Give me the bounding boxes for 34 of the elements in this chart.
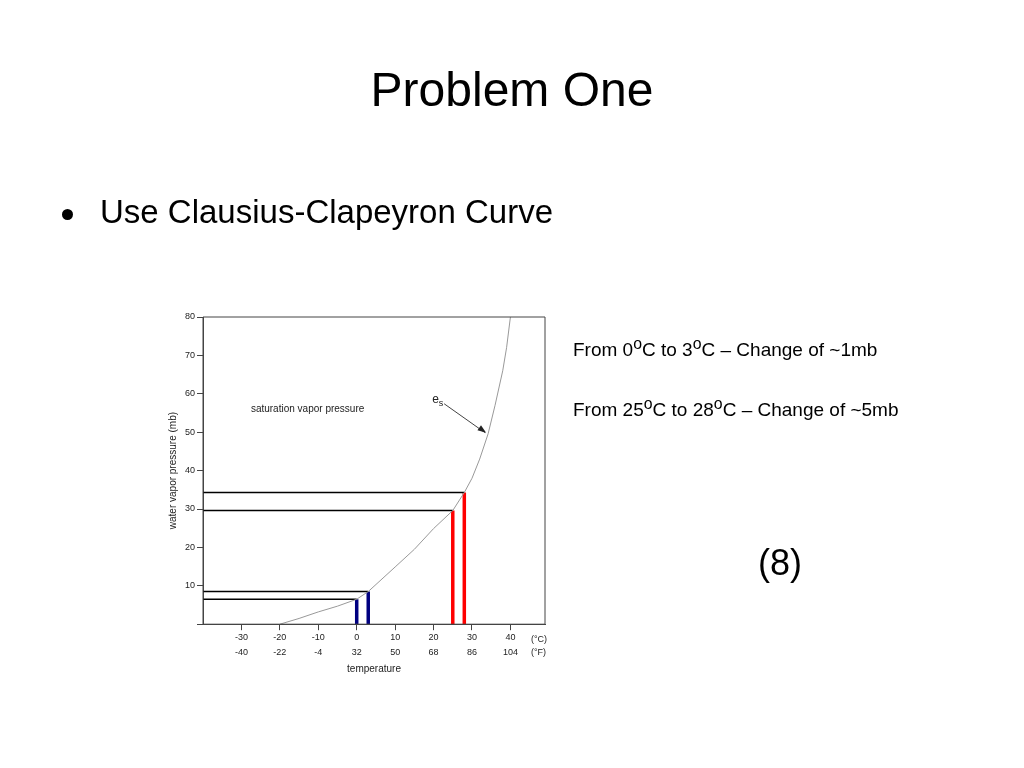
x-tick-label: 20	[428, 632, 439, 643]
text: (°C)	[531, 633, 548, 644]
x-tick-label: 10	[390, 632, 401, 643]
text: 32	[351, 646, 362, 657]
annotation: saturation vapor pressure	[250, 402, 365, 414]
x-tick-label: 40	[505, 632, 516, 643]
y-tick-label: 40	[185, 465, 196, 476]
y-tick-label: 10	[185, 580, 196, 591]
text: 86	[466, 646, 477, 657]
text: 104	[502, 646, 518, 657]
text: 68	[428, 646, 439, 657]
y-tick-label: 50	[185, 426, 196, 437]
text: -4	[314, 646, 323, 657]
text: (°F)	[531, 646, 547, 657]
y-tick-label: 70	[185, 349, 196, 360]
text: From 0$^{o}$C to 3$^{o}$C – Change of ~1mb	[573, 335, 878, 362]
x-axis-title: temperature	[347, 662, 402, 674]
text: (8)	[758, 542, 802, 584]
x-tick-label: 0	[354, 632, 360, 643]
x-tick-label: -20	[273, 632, 287, 643]
x-tick-label: -30	[234, 632, 248, 643]
x-tick-label: -10	[311, 632, 325, 643]
y-tick-label: 30	[185, 503, 196, 514]
text: From 25$^{o}$C to 28$^{o}$C – Change of ~5mb	[573, 395, 899, 422]
chart-title: Problem One	[369, 62, 655, 117]
y-tick-label: 20	[185, 541, 196, 552]
text: -22	[273, 646, 287, 657]
y-axis-title: water vapor pressure (mb)	[166, 411, 178, 531]
y-tick-label: 80	[185, 311, 196, 322]
text: -40	[234, 646, 248, 657]
chart-subtitle: Use Clausius-Clapeyron Curve	[100, 193, 554, 231]
x-tick-label: 30	[466, 632, 477, 643]
text: 50	[390, 646, 401, 657]
y-tick-label: 60	[185, 388, 196, 399]
